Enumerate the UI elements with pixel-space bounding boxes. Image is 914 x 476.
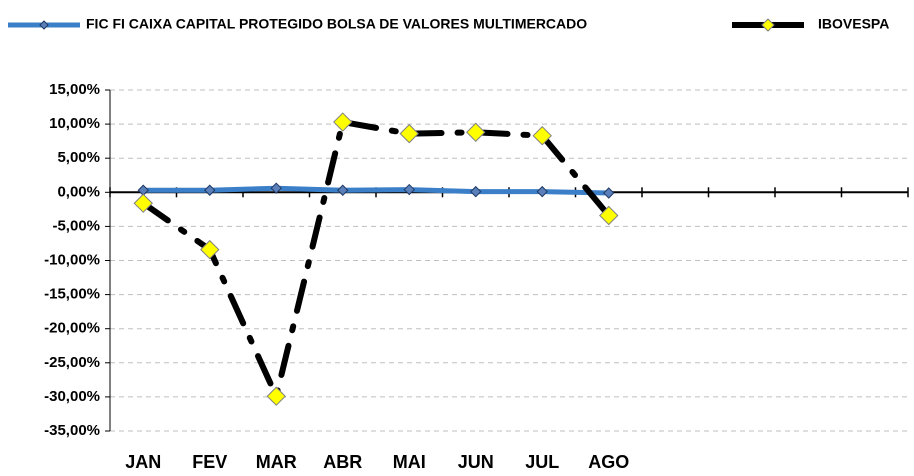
x-tick-label: ABR	[323, 452, 362, 472]
series-line	[140, 185, 612, 196]
legend-marker	[761, 18, 775, 32]
y-tick-label: -20,00%	[44, 320, 100, 337]
y-tick-label: 10,00%	[49, 115, 100, 132]
legend-label: FIC FI CAIXA CAPITAL PROTEGIDO BOLSA DE …	[86, 16, 587, 32]
series-line	[140, 119, 612, 400]
x-tick-label: AGO	[588, 452, 629, 472]
y-tick-label: -15,00%	[44, 286, 100, 303]
marker	[204, 184, 216, 196]
marker	[603, 187, 615, 199]
y-tick-label: -35,00%	[44, 422, 100, 439]
x-tick-label: MAR	[256, 452, 297, 472]
y-tick-label: 15,00%	[49, 81, 100, 98]
x-tick-label: MAI	[393, 452, 426, 472]
marker	[266, 386, 286, 406]
x-tick-label: FEV	[192, 452, 227, 472]
marker	[333, 112, 353, 132]
x-tick-label: JUL	[525, 452, 559, 472]
marker	[337, 184, 349, 196]
marker	[536, 185, 548, 198]
marker	[466, 122, 486, 142]
x-tick-label: JUN	[458, 452, 494, 472]
y-tick-label: 0,00%	[57, 183, 100, 200]
y-tick-label: -30,00%	[44, 388, 100, 405]
marker	[532, 125, 552, 146]
legend-marker	[39, 20, 49, 30]
y-tick-label: 5,00%	[57, 149, 100, 166]
marker	[133, 193, 153, 213]
marker	[399, 123, 419, 144]
marker	[470, 185, 482, 198]
legend-label: IBOVESPA	[818, 16, 889, 32]
marker	[403, 183, 415, 196]
marker	[200, 239, 220, 260]
y-tick-label: -10,00%	[44, 251, 100, 268]
y-tick-label: -25,00%	[44, 354, 100, 371]
marker	[270, 182, 282, 194]
x-tick-label: JAN	[125, 452, 161, 472]
marker	[599, 205, 619, 226]
y-tick-label: -5,00%	[52, 217, 100, 234]
